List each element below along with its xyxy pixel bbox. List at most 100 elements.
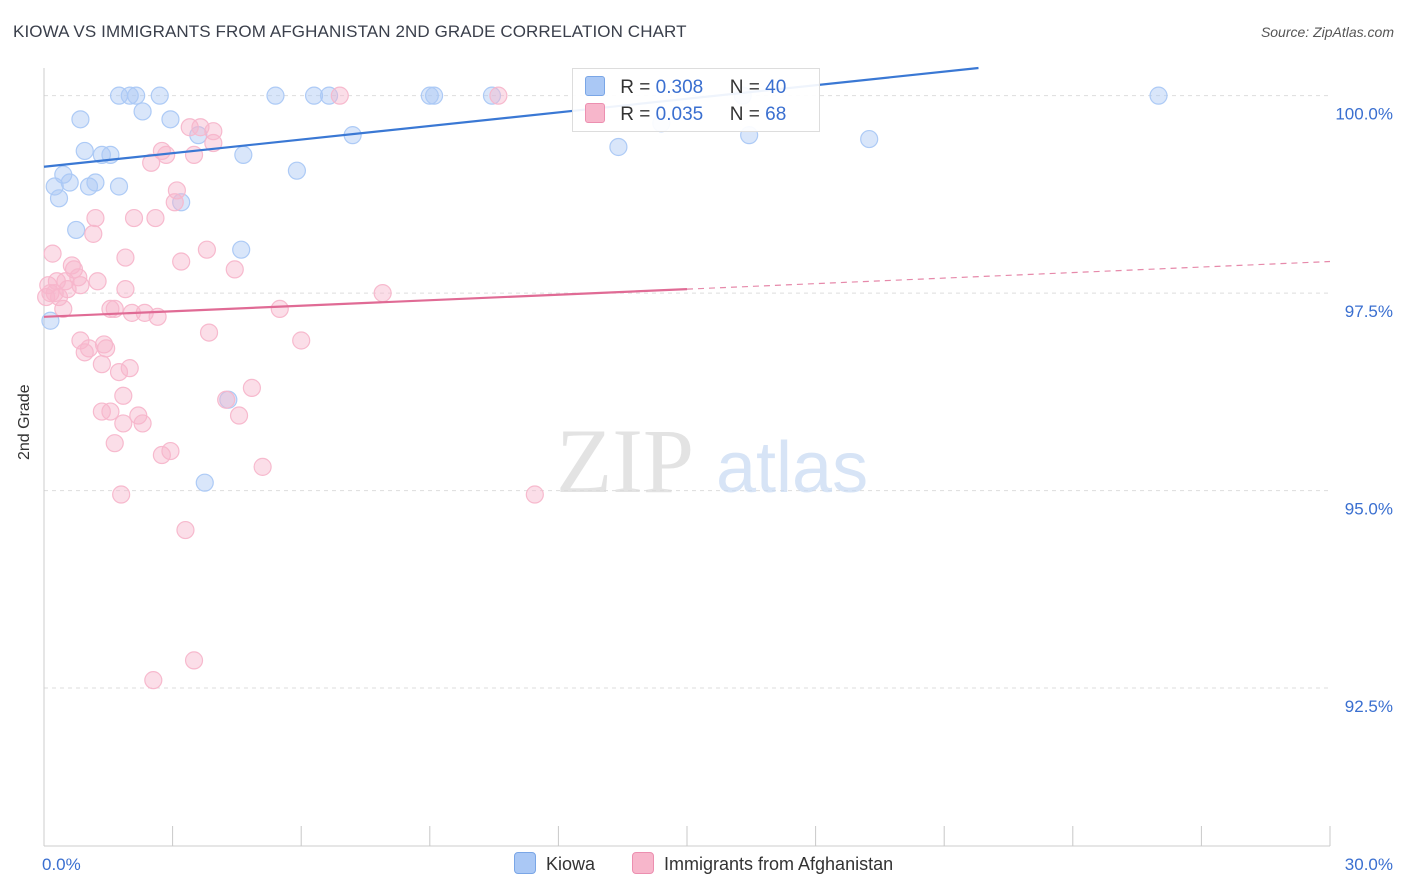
afghanistan-point xyxy=(133,414,152,433)
afghanistan-point xyxy=(197,240,216,259)
afghanistan-point xyxy=(204,122,223,141)
legend-swatch-afghanistan xyxy=(585,103,605,123)
afghanistan-point xyxy=(152,445,171,465)
legend-r-value: 0.308 xyxy=(655,77,704,98)
gridlines xyxy=(44,95,1330,689)
afghanistan-point xyxy=(172,252,191,271)
afghanistan-point xyxy=(84,224,103,243)
legend-r-label: R = xyxy=(620,77,651,98)
watermark-zip: ZIP xyxy=(556,410,694,512)
kiowa-point xyxy=(1149,86,1168,105)
kiowa-trend-line xyxy=(43,66,979,168)
afghanistan-point xyxy=(165,193,184,212)
afghanistan-point xyxy=(97,339,116,358)
kiowa-point xyxy=(482,86,502,105)
legend-label-afghanistan: Immigrants from Afghanistan xyxy=(664,854,894,874)
legend-label-kiowa: Kiowa xyxy=(546,854,596,874)
afghanistan-point xyxy=(86,208,105,228)
kiowa-point xyxy=(120,86,139,105)
afghanistan-point xyxy=(525,485,544,504)
afghanistan-point xyxy=(176,520,195,540)
legend-n-value: 68 xyxy=(765,104,787,125)
trend-lines xyxy=(43,66,1331,318)
data-points xyxy=(37,86,1168,690)
kiowa-point xyxy=(67,220,86,240)
y-tick-label: 97.5% xyxy=(1345,302,1393,321)
kiowa-point xyxy=(420,86,439,105)
y-tick-labels: 100.0% 97.5% 95.0% 92.5% xyxy=(1335,105,1393,716)
afghanistan-point xyxy=(116,248,135,267)
kiowa-point xyxy=(49,189,69,208)
kiowa-point xyxy=(195,473,214,492)
afghanistan-point xyxy=(71,276,90,295)
source-label: Source: ZipAtlas.com xyxy=(1260,24,1394,40)
afghanistan-point xyxy=(114,414,133,433)
afghanistan-point xyxy=(112,485,131,504)
afghanistan-point xyxy=(109,362,129,382)
y-tick-label: 100.0% xyxy=(1335,105,1393,124)
legend-item-kiowa[interactable]: Kiowa xyxy=(514,852,595,875)
afghanistan-point xyxy=(124,208,144,228)
afghanistan-point xyxy=(330,86,349,105)
afghanistan-point xyxy=(180,118,199,137)
afghanistan-point xyxy=(161,441,180,461)
legend-swatch-kiowa xyxy=(585,76,605,96)
afghanistan-point xyxy=(114,386,133,405)
afghanistan-point xyxy=(92,355,111,374)
legend-swatch-afghanistan xyxy=(632,852,654,874)
kiowa-point xyxy=(266,86,285,105)
legend-r-label: R = xyxy=(620,104,651,125)
afghanistan-trend-line xyxy=(43,288,688,318)
kiowa-point xyxy=(150,86,169,105)
kiowa-point xyxy=(71,110,90,129)
kiowa-point xyxy=(319,86,339,105)
legend-n-label: N = xyxy=(729,104,760,125)
afghanistan-point xyxy=(144,671,163,690)
chart-title: KIOWA VS IMMIGRANTS FROM AFGHANISTAN 2ND… xyxy=(13,22,687,41)
afghanistan-point xyxy=(101,402,120,421)
afghanistan-point xyxy=(217,390,236,409)
afghanistan-point xyxy=(43,244,62,263)
legend-n-value: 40 xyxy=(765,77,787,98)
watermark-atlas: atlas xyxy=(716,428,868,508)
kiowa-point xyxy=(232,240,251,259)
afghanistan-point xyxy=(229,406,249,425)
x-tick-label: 30.0% xyxy=(1345,855,1393,874)
afghanistan-point xyxy=(116,280,135,299)
afghanistan-point xyxy=(79,339,99,358)
kiowa-point xyxy=(424,86,444,105)
kiowa-point xyxy=(75,141,94,161)
afghanistan-point xyxy=(146,208,165,228)
kiowa-point xyxy=(86,173,105,192)
stats-legend: R = 0.308 N = 40 R = 0.035 N = 68 xyxy=(572,68,820,132)
y-tick-label: 95.0% xyxy=(1345,500,1393,519)
afghanistan-point xyxy=(242,378,262,397)
legend-swatch-kiowa xyxy=(514,852,536,874)
x-tick-label: 0.0% xyxy=(42,855,81,874)
kiowa-point xyxy=(161,110,180,129)
legend-row-afghanistan: R = 0.035 N = 68 xyxy=(585,103,786,125)
afghanistan-point xyxy=(54,299,73,319)
kiowa-point xyxy=(172,193,191,212)
afghanistan-point xyxy=(105,434,124,453)
legend-item-afghanistan[interactable]: Immigrants from Afghanistan xyxy=(632,852,893,875)
afghanistan-trend-extension xyxy=(686,260,1331,290)
x-tick-labels: 0.0% 30.0% xyxy=(42,855,1393,874)
afghanistan-point xyxy=(142,153,161,172)
kiowa-point xyxy=(304,86,324,105)
kiowa-point xyxy=(133,102,152,121)
afghanistan-point xyxy=(489,86,508,105)
afghanistan-point xyxy=(270,299,289,319)
afghanistan-point xyxy=(167,181,186,200)
afghanistan-point xyxy=(120,359,139,378)
kiowa-point xyxy=(109,177,129,196)
afghanistan-point xyxy=(225,260,244,279)
kiowa-point xyxy=(234,145,253,164)
kiowa-point xyxy=(860,129,879,149)
afghanistan-point xyxy=(253,457,272,476)
afghanistan-point xyxy=(184,651,204,670)
afghanistan-point xyxy=(373,284,392,303)
kiowa-point xyxy=(127,86,146,105)
kiowa-point xyxy=(60,173,79,192)
kiowa-point xyxy=(609,137,628,157)
